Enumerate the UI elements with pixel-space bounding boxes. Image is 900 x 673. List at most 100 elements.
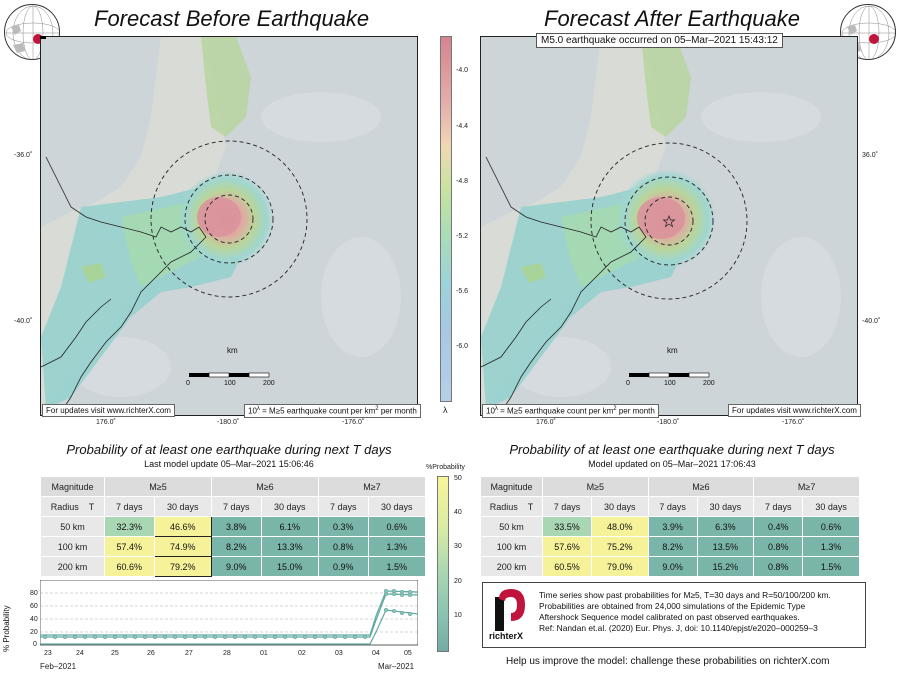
right-lon-label-180: -180.0˚ bbox=[657, 419, 680, 426]
ts-day-label: 28 bbox=[223, 650, 231, 657]
radius-label: 50 km bbox=[480, 516, 543, 537]
period-header: 30 days bbox=[696, 496, 755, 517]
left-table-title: Probability of at least one earthquake d… bbox=[66, 442, 392, 457]
table-row: 100 km 57.6% 75.2% 8.2% 13.5% 0.8% 1.3% bbox=[480, 536, 860, 557]
period-header: 30 days bbox=[802, 496, 860, 517]
left-probability-table: Magnitude M≥5 M≥6 M≥7 Radius T 7 days 30… bbox=[40, 476, 427, 577]
period-header: 7 days bbox=[104, 496, 155, 517]
right-footer-legend: 10λ = M≥5 earthquake count per km2 per m… bbox=[482, 404, 659, 418]
right-scale-tick-100: 100 bbox=[664, 380, 676, 387]
left-scale-tick-0: 0 bbox=[186, 380, 190, 387]
right-lon-label-176: 176.0˚ bbox=[536, 419, 556, 426]
radius-label: 200 km bbox=[40, 556, 105, 577]
right-footer-link[interactable]: For updates visit www.richterX.com bbox=[728, 404, 861, 417]
prob-cell: 75.2% bbox=[590, 536, 649, 557]
left-footer-legend: 10λ = M≥5 earthquake count per km2 per m… bbox=[244, 404, 421, 418]
prob-tick-50: 50 bbox=[454, 475, 462, 482]
prob-cell: 9.0% bbox=[210, 556, 262, 577]
period-header: 30 days bbox=[153, 496, 212, 517]
rate-tick-5: -6.0 bbox=[456, 343, 469, 350]
prob-cell-selected: 74.9% bbox=[153, 536, 212, 557]
ts-day-label: 25 bbox=[111, 650, 119, 657]
prob-cell: 0.8% bbox=[753, 536, 804, 557]
prob-cell: 1.5% bbox=[802, 556, 860, 577]
left-forecast-map[interactable] bbox=[40, 36, 418, 416]
col-magnitude-header: Magnitude bbox=[480, 476, 543, 497]
period-header: 7 days bbox=[753, 496, 804, 517]
prob-cell-selected: 46.6% bbox=[153, 516, 212, 537]
row-radius-header: Radius T bbox=[480, 496, 543, 517]
prob-cell: 1.5% bbox=[367, 556, 427, 577]
prob-cell: 48.0% bbox=[590, 516, 649, 537]
period-header: 30 days bbox=[260, 496, 319, 517]
right-lat-label-40: -40.0˚ bbox=[862, 318, 881, 325]
radius-label: 100 km bbox=[480, 536, 543, 557]
radius-label: 100 km bbox=[40, 536, 105, 557]
ts-day-label: 27 bbox=[185, 650, 193, 657]
period-header: 7 days bbox=[210, 496, 262, 517]
prob-cell: 1.3% bbox=[367, 536, 427, 557]
table-row: 50 km 32.3% 46.6% 3.8% 6.1% 0.3% 0.6% bbox=[40, 516, 427, 537]
prob-cell: 0.4% bbox=[753, 516, 804, 537]
prob-cell: 0.6% bbox=[802, 516, 860, 537]
prob-cell: 57.4% bbox=[104, 536, 155, 557]
prob-cell: 32.3% bbox=[104, 516, 155, 537]
ts-ytick-20: 20 bbox=[30, 629, 38, 636]
richterx-logo-icon bbox=[489, 587, 533, 631]
col-m5-header: M≥5 bbox=[542, 476, 649, 497]
table-row: 200 km 60.6% 79.2% 9.0% 15.0% 0.9% 1.5% bbox=[40, 556, 427, 577]
rate-tick-1: -4.4 bbox=[456, 123, 469, 130]
prob-cell: 57.6% bbox=[542, 536, 592, 557]
right-scale-unit: km bbox=[667, 346, 678, 355]
prob-cell: 13.3% bbox=[260, 536, 319, 557]
table-row: 50 km 33.5% 48.0% 3.9% 6.3% 0.4% 0.6% bbox=[480, 516, 860, 537]
earthquake-banner: M5.0 earthquake occurred on 05–Mar–2021 … bbox=[536, 33, 783, 48]
prob-cell: 60.6% bbox=[104, 556, 155, 577]
right-table-subtitle: Model updated on 05–Mar–2021 17:06:43 bbox=[588, 459, 756, 469]
probability-colorbar bbox=[437, 476, 449, 652]
row-radius-header: Radius T bbox=[40, 496, 105, 517]
info-line: Probabilities are obtained from 24,000 s… bbox=[539, 601, 806, 611]
left-lon-label-180: -180.0˚ bbox=[217, 419, 240, 426]
prob-cell: 79.0% bbox=[590, 556, 649, 577]
period-header: 30 days bbox=[367, 496, 427, 517]
info-box: richterX Time series show past probabili… bbox=[482, 582, 866, 648]
info-line: Time series show past probabilities for … bbox=[539, 590, 831, 600]
timeseries-plot bbox=[40, 580, 418, 646]
rate-tick-4: -5.6 bbox=[456, 288, 469, 295]
prob-cell: 8.2% bbox=[647, 536, 698, 557]
prob-colorbar-title: %Probability bbox=[426, 464, 465, 471]
left-table-subtitle: Last model update 05–Mar–2021 15:06:46 bbox=[144, 459, 314, 469]
prob-cell: 0.9% bbox=[317, 556, 369, 577]
ts-day-label: 04 bbox=[372, 650, 380, 657]
ts-day-label: 23 bbox=[44, 650, 52, 657]
prob-tick-10: 10 bbox=[454, 612, 462, 619]
prob-cell: 3.8% bbox=[210, 516, 262, 537]
ts-day-label: 01 bbox=[260, 650, 268, 657]
right-scale-tick-0: 0 bbox=[626, 380, 630, 387]
rate-colorbar bbox=[440, 36, 452, 402]
table-row: 100 km 57.4% 74.9% 8.2% 13.3% 0.8% 1.3% bbox=[40, 536, 427, 557]
prob-tick-30: 30 bbox=[454, 543, 462, 550]
challenge-link[interactable]: Help us improve the model: challenge the… bbox=[506, 656, 830, 667]
rate-tick-0: -4.0 bbox=[456, 67, 469, 74]
prob-cell: 3.9% bbox=[647, 516, 698, 537]
left-scale-tick-100: 100 bbox=[224, 380, 236, 387]
right-forecast-map[interactable] bbox=[480, 36, 858, 416]
left-lon-label-176: 176.0˚ bbox=[96, 419, 116, 426]
prob-cell: 15.2% bbox=[696, 556, 755, 577]
ts-day-label: 03 bbox=[335, 650, 343, 657]
prob-cell: 60.5% bbox=[542, 556, 592, 577]
info-line: Aftershock Sequence model calibrated on … bbox=[539, 612, 800, 622]
left-footer-link[interactable]: For updates visit www.richterX.com bbox=[42, 404, 175, 417]
ts-ytick-60: 60 bbox=[30, 603, 38, 610]
prob-cell: 8.2% bbox=[210, 536, 262, 557]
info-line: Ref: Nandan et.al. (2020) Eur. Phys. J, … bbox=[539, 623, 818, 633]
prob-cell: 13.5% bbox=[696, 536, 755, 557]
prob-cell: 0.6% bbox=[367, 516, 427, 537]
rate-tick-3: -5.2 bbox=[456, 233, 469, 240]
right-lat-label-36: 36.0˚ bbox=[862, 152, 878, 159]
prob-cell-selected: 79.2% bbox=[153, 556, 212, 577]
prob-cell: 0.3% bbox=[317, 516, 369, 537]
prob-cell: 1.3% bbox=[802, 536, 860, 557]
